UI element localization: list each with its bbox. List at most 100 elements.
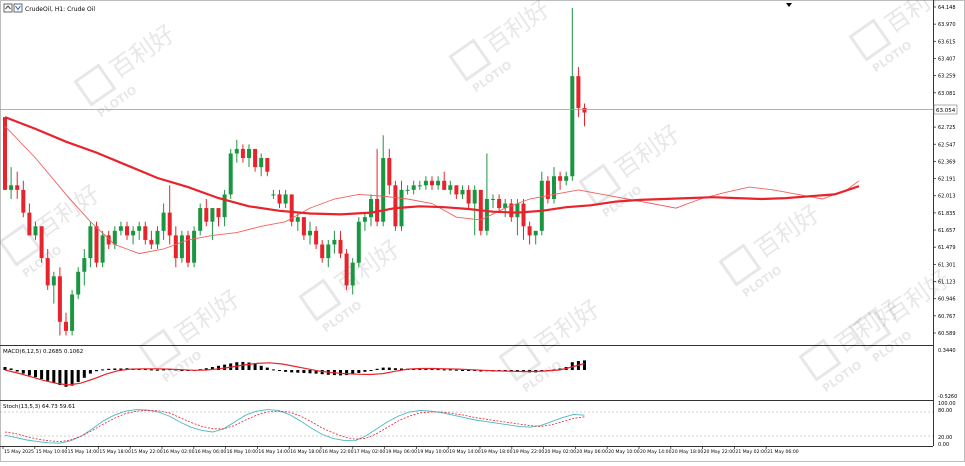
chart-settings-icon[interactable] <box>13 3 23 13</box>
watermark-logo <box>298 278 342 322</box>
candle-body <box>423 180 428 186</box>
price-tick-label: 63.615 <box>938 39 956 45</box>
stoch-tick-label: 20.00 <box>938 435 952 441</box>
candle-body <box>277 194 282 204</box>
time-tick-label: 16 May 14:00 <box>258 449 290 455</box>
price-tick-label: 62.191 <box>938 177 956 183</box>
macd-histogram-bar <box>357 370 361 373</box>
candle-body <box>350 262 355 286</box>
candle-body <box>576 76 581 108</box>
macd-histogram-bar <box>424 368 428 370</box>
time-tick-label: 20 May 18:00 <box>672 449 704 455</box>
candle-body <box>15 185 20 190</box>
time-tick-label: 20 May 10:00 <box>608 449 640 455</box>
macd-histogram-bar <box>369 370 373 371</box>
candle-body <box>247 148 251 159</box>
macd-histogram-bar <box>70 370 74 386</box>
candle-body <box>161 212 166 231</box>
time-tick-label: 15 May 2025 <box>4 449 34 455</box>
stoch-tick-label: 80.00 <box>938 408 952 414</box>
price-tick-label: 63.970 <box>938 22 956 28</box>
macd-signal-line <box>4 362 585 386</box>
price-tick-label: 63.081 <box>938 91 956 97</box>
candle-body <box>51 276 56 286</box>
candle-body <box>369 198 373 218</box>
candle-body <box>70 294 75 331</box>
watermark-logo <box>848 18 892 62</box>
time-tick-label: 16 May 22:00 <box>322 449 354 455</box>
time-tick-label: 16 May 18:00 <box>290 449 322 455</box>
candle-body <box>448 185 453 190</box>
watermark-logo <box>448 38 492 82</box>
macd-histogram-bar <box>101 369 105 371</box>
macd-histogram-bar <box>40 370 44 379</box>
watermark-logo <box>798 338 842 382</box>
macd-histogram-bar <box>363 370 367 372</box>
macd-histogram-bar <box>119 368 123 370</box>
macd-histogram-bar <box>290 370 294 373</box>
macd-histogram-bar <box>271 369 275 371</box>
macd-label: MACD(6,12,5) 0.2685 0.1062 <box>3 349 83 355</box>
candle-body <box>436 180 441 186</box>
macd-histogram-bar <box>351 370 355 375</box>
macd-histogram-bar <box>302 370 306 373</box>
macd-histogram-bar <box>265 367 269 370</box>
macd-histogram-bar <box>15 370 19 372</box>
candle-body <box>314 230 319 245</box>
chart-menu-icon[interactable] <box>3 3 13 13</box>
time-tick-label: 15 May 10:00 <box>36 449 68 455</box>
candle-body <box>186 235 190 263</box>
candle-body <box>82 258 87 272</box>
candle-body <box>545 180 550 199</box>
candle-body <box>515 203 520 218</box>
candle-body <box>362 217 367 222</box>
time-tick-label: 21 May 02:00 <box>735 449 767 455</box>
candle-body <box>222 194 227 218</box>
candle-body <box>192 230 197 263</box>
stoch-signal-line <box>4 409 585 443</box>
candle-body <box>3 117 7 190</box>
candle-body <box>527 226 532 236</box>
candle-body <box>149 239 154 245</box>
price-tick-label: 62.369 <box>938 159 956 165</box>
time-axis: 15 May 2025 15 May 10:00 15 May 14:00 15 Ma… <box>2 446 799 455</box>
macd-histogram-bar <box>210 367 214 370</box>
macd-histogram-bar <box>473 370 477 371</box>
candle-body <box>564 176 569 181</box>
candle-body <box>234 148 239 154</box>
time-tick-label: 20 May 06:00 <box>576 449 608 455</box>
chart-shift-marker[interactable] <box>786 3 792 7</box>
stoch-label: Stoch(13,5,3) 64.73 59.61 <box>3 404 75 410</box>
candle-body <box>33 226 38 236</box>
candle-body <box>503 203 508 209</box>
moving-averages <box>4 116 860 255</box>
macd-histogram-bar <box>253 364 257 370</box>
candle-body <box>143 226 148 240</box>
candle-body <box>491 198 495 200</box>
macd-histogram-bar <box>27 370 31 376</box>
candle-body <box>27 212 32 236</box>
time-tick-label: 20 May 22:00 <box>704 449 736 455</box>
candle-body <box>497 198 502 209</box>
price-tick-label: 61.657 <box>938 228 956 234</box>
candle-body <box>338 239 343 254</box>
price-tick-label: 61.835 <box>938 211 956 217</box>
candle-body <box>265 158 270 172</box>
price-tick-label: 60.946 <box>938 297 956 303</box>
macd-histogram-bar <box>82 370 86 378</box>
macd-histogram-bar <box>461 370 464 371</box>
candle-body <box>253 148 258 168</box>
candle-body <box>466 189 471 204</box>
macd-histogram-bar <box>223 364 227 370</box>
time-tick-label: 15 May 22:00 <box>131 449 163 455</box>
candle-body <box>57 276 62 322</box>
price-tick-label: 60.589 <box>938 331 956 337</box>
candle-body <box>411 185 416 190</box>
price-tick-label: 64.148 <box>938 5 956 11</box>
candle-body <box>509 203 514 218</box>
macd-histogram-bar <box>241 361 245 370</box>
candle-body <box>118 226 123 231</box>
